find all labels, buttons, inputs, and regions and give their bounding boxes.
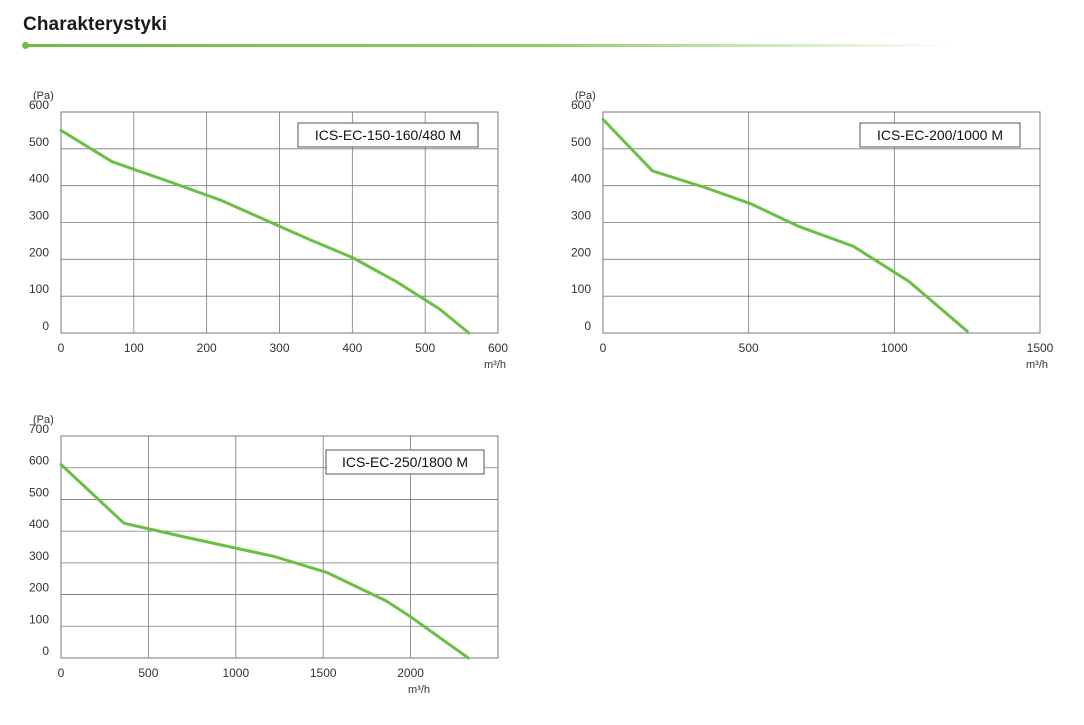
x-tick-label: 200 xyxy=(197,341,217,355)
y-tick-label: 400 xyxy=(571,172,591,186)
y-tick-label: 600 xyxy=(571,98,591,112)
model-label-box xyxy=(297,122,479,148)
y-tick-label: 300 xyxy=(29,209,49,223)
x-axis-unit: m³/h xyxy=(408,684,430,696)
y-tick-label: 200 xyxy=(29,245,49,259)
x-tick-label: 500 xyxy=(739,341,759,355)
series-line xyxy=(59,128,471,335)
y-axis-unit: (Pa) xyxy=(33,414,54,426)
y-tick-label: 300 xyxy=(29,549,49,563)
y-tick-label: 200 xyxy=(29,581,49,595)
x-tick-label: 0 xyxy=(58,341,65,355)
y-axis-unit: (Pa) xyxy=(33,90,54,102)
x-tick-label: 600 xyxy=(488,341,508,355)
y-tick-label: 700 xyxy=(29,422,49,436)
y-tick-label: 500 xyxy=(571,135,591,149)
x-tick-label: 500 xyxy=(415,341,435,355)
y-tick-label: 100 xyxy=(571,282,591,296)
y-tick-label: 0 xyxy=(42,319,49,333)
y-tick-label: 100 xyxy=(29,282,49,296)
model-label: ICS-EC-200/1000 M xyxy=(877,127,1003,143)
y-tick-label: 500 xyxy=(29,485,49,499)
y-tick-label: 200 xyxy=(571,245,591,259)
x-tick-label: 100 xyxy=(124,341,144,355)
plot-frame xyxy=(60,435,499,659)
y-tick-label: 600 xyxy=(29,98,49,112)
x-axis-unit: m³/h xyxy=(1026,359,1048,371)
x-tick-label: 500 xyxy=(138,666,158,680)
series-line xyxy=(59,463,470,660)
series-line xyxy=(601,117,969,333)
x-tick-label: 1000 xyxy=(881,341,908,355)
y-tick-label: 300 xyxy=(571,209,591,223)
y-tick-label: 100 xyxy=(29,612,49,626)
y-axis-unit: (Pa) xyxy=(575,90,596,102)
model-label-box xyxy=(859,122,1021,148)
y-tick-label: 400 xyxy=(29,517,49,531)
x-tick-label: 0 xyxy=(600,341,607,355)
page-title: Charakterystyki xyxy=(23,14,168,35)
y-tick-label: 0 xyxy=(584,319,591,333)
x-tick-label: 2000 xyxy=(397,666,424,680)
y-tick-label: 500 xyxy=(29,135,49,149)
x-axis-unit: m³/h xyxy=(484,359,506,371)
y-tick-label: 600 xyxy=(29,454,49,468)
x-tick-label: 1500 xyxy=(1027,341,1054,355)
model-label: ICS-EC-250/1800 M xyxy=(342,454,468,470)
x-tick-label: 0 xyxy=(58,666,65,680)
x-tick-label: 1000 xyxy=(222,666,249,680)
x-tick-label: 400 xyxy=(342,341,362,355)
x-tick-label: 300 xyxy=(269,341,289,355)
y-tick-label: 400 xyxy=(29,172,49,186)
x-tick-label: 1500 xyxy=(310,666,337,680)
title-underline xyxy=(23,44,953,47)
model-label-box xyxy=(325,449,485,475)
y-tick-label: 0 xyxy=(42,644,49,658)
title-bullet xyxy=(22,42,29,49)
model-label: ICS-EC-150-160/480 M xyxy=(315,127,461,143)
